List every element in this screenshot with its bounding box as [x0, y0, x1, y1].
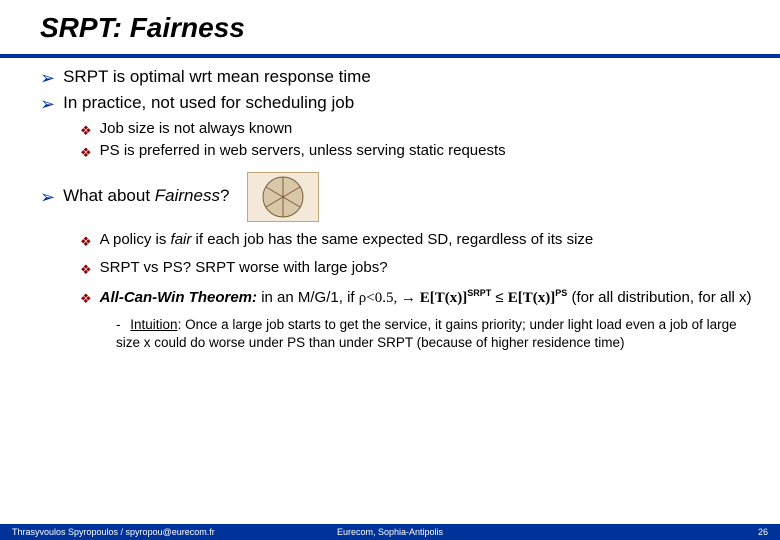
intuition-label: Intuition: [130, 317, 177, 332]
diamond-icon: ❖: [80, 290, 92, 308]
title-underline-bar: [0, 54, 780, 58]
intuition-note: - Intuition: Once a large job starts to …: [116, 316, 752, 351]
slide-content: ➢ SRPT is optimal wrt mean response time…: [0, 66, 780, 351]
bullet-1: ➢ SRPT is optimal wrt mean response time: [40, 66, 752, 90]
footer-center: Eurecom, Sophia-Antipolis: [337, 527, 443, 537]
pie-chart-image: [247, 172, 319, 222]
policy-item-fair: ❖ A policy is fair if each job has the s…: [80, 230, 752, 251]
slide-title: SRPT: Fairness: [40, 12, 780, 44]
arrow-icon: ➢: [40, 66, 55, 90]
arrow-icon: ➢: [40, 185, 55, 209]
footer-left: Thrasyvoulos Spyropoulos / spyropou@eure…: [12, 527, 215, 537]
policy-text: SRPT vs PS? SRPT worse with large jobs?: [100, 258, 388, 278]
bullet-3: ➢ What about Fairness?: [40, 172, 752, 222]
sub-item: ❖ Job size is not always known: [80, 119, 752, 140]
diamond-icon: ❖: [80, 233, 92, 251]
policy-item-theorem: ❖ All-Can-Win Theorem: in an M/G/1, if ρ…: [80, 287, 752, 308]
bullet-1-text: SRPT is optimal wrt mean response time: [63, 66, 371, 89]
policy-list: ❖ A policy is fair if each job has the s…: [80, 230, 752, 308]
diamond-icon: ❖: [80, 122, 92, 140]
policy-item-vs: ❖ SRPT vs PS? SRPT worse with large jobs…: [80, 258, 752, 279]
sub-item-text: PS is preferred in web servers, unless s…: [100, 141, 506, 161]
bullet-2-sublist: ❖ Job size is not always known ❖ PS is p…: [80, 119, 752, 162]
footer-page-number: 26: [758, 527, 768, 537]
sub-item: ❖ PS is preferred in web servers, unless…: [80, 141, 752, 162]
dash-icon: -: [116, 317, 121, 332]
arrow-icon: ➢: [40, 92, 55, 116]
bullet-2: ➢ In practice, not used for scheduling j…: [40, 92, 752, 116]
bullet-2-text: In practice, not used for scheduling job: [63, 92, 354, 115]
diamond-icon: ❖: [80, 261, 92, 279]
policy-text: A policy is fair if each job has the sam…: [100, 230, 594, 250]
footer-bar: Thrasyvoulos Spyropoulos / spyropou@eure…: [0, 524, 780, 540]
policy-text: All-Can-Win Theorem: in an M/G/1, if ρ<0…: [100, 287, 752, 308]
bullet-3-text: What about Fairness?: [63, 185, 229, 208]
diamond-icon: ❖: [80, 144, 92, 162]
intuition-text: : Once a large job starts to get the ser…: [116, 317, 737, 350]
sub-item-text: Job size is not always known: [100, 119, 293, 139]
